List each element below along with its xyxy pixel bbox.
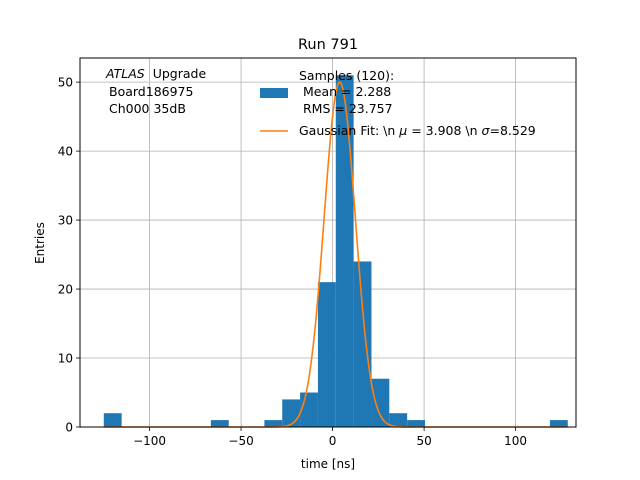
legend-samples-swatch <box>260 88 288 98</box>
legend: Samples (120): Mean = 2.288 RMS = 23.757… <box>260 68 536 138</box>
histogram-bar <box>371 378 390 427</box>
y-tick-label: 10 <box>58 352 73 366</box>
y-tick-label: 20 <box>58 283 73 297</box>
x-axis-label: time [ns] <box>301 457 355 471</box>
legend-samples-line1: Samples (120): <box>299 68 394 83</box>
histogram-bar <box>353 261 372 427</box>
y-axis-label: Entries <box>33 222 47 264</box>
histogram-bar <box>103 413 122 427</box>
x-tick-label: 50 <box>416 434 431 448</box>
x-tick-label: −100 <box>133 434 166 448</box>
histogram-bar <box>264 420 283 427</box>
plot-frame <box>79 57 577 428</box>
upgrade-label: Upgrade <box>153 66 207 81</box>
histogram-bar <box>335 75 354 428</box>
svg-text:ATLAS Upgrade: ATLAS Upgrade <box>105 66 206 81</box>
histogram-bars <box>103 75 568 428</box>
x-tick-label: 0 <box>329 434 337 448</box>
x-tick-label: −50 <box>228 434 253 448</box>
histogram-bar <box>210 420 229 427</box>
histogram-bar <box>300 392 318 427</box>
chart-title: Run 791 <box>298 37 358 53</box>
board-label: Board186975 <box>109 84 193 99</box>
histogram-bar <box>317 282 336 427</box>
histogram-bar <box>282 399 301 427</box>
histogram-bar <box>407 420 426 427</box>
y-axis-ticks: 0 10 20 30 40 50 <box>58 76 80 435</box>
legend-samples-line2: Mean = 2.288 <box>303 84 391 99</box>
histogram-bar <box>389 413 408 427</box>
histogram-bar <box>549 420 568 427</box>
y-tick-label: 40 <box>58 145 73 159</box>
legend-fit-label: Gaussian Fit: \n μ = 3.908 \n σ=8.529 <box>299 123 536 138</box>
channel-label: Ch000 35dB <box>109 101 186 116</box>
x-axis-ticks: −100 −50 0 50 100 <box>133 427 527 448</box>
legend-samples-line3: RMS = 23.757 <box>303 101 393 116</box>
y-tick-label: 30 <box>58 214 73 228</box>
atlas-annotation: ATLAS Upgrade Board186975 Ch000 35dB <box>105 66 206 116</box>
x-tick-label: 100 <box>504 434 527 448</box>
y-tick-label: 0 <box>65 421 73 435</box>
y-tick-label: 50 <box>58 76 73 90</box>
atlas-label: ATLAS <box>105 66 145 81</box>
